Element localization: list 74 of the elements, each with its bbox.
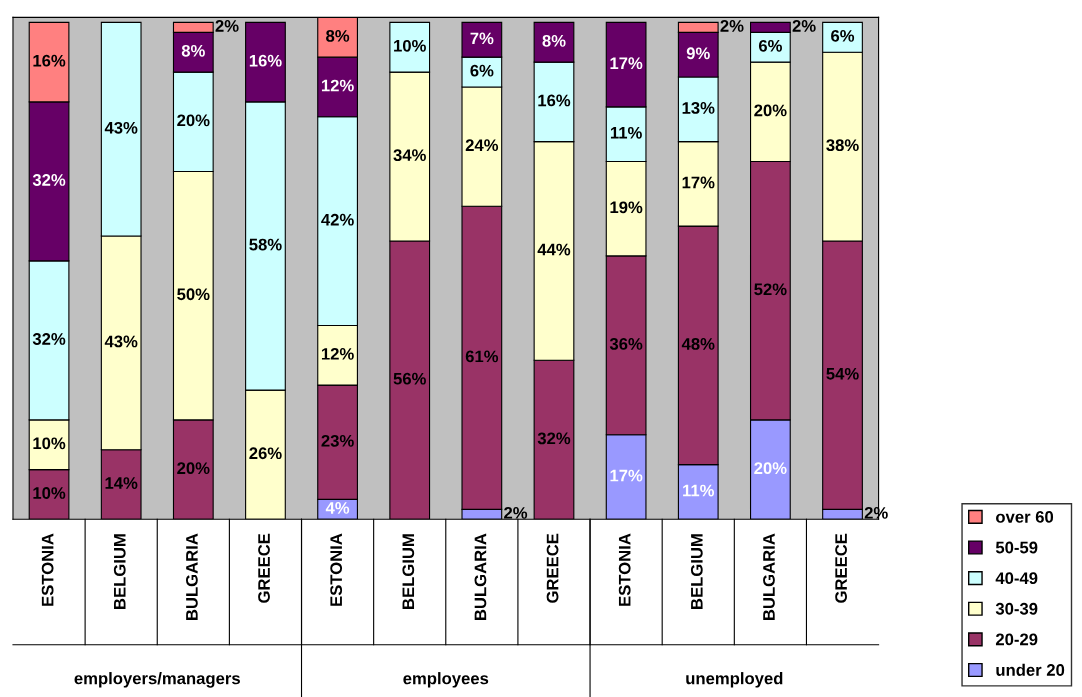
data-label: 24% — [465, 139, 499, 152]
data-label: 4% — [325, 502, 350, 514]
data-label: 20% — [177, 462, 210, 475]
data-label: 44% — [537, 243, 571, 256]
data-label: 43% — [104, 335, 138, 348]
data-label: 11% — [610, 126, 642, 139]
data-label: 12% — [321, 347, 354, 360]
legend-label: 30-39 — [995, 602, 1038, 615]
data-label: 8% — [326, 29, 350, 42]
data-label: 8% — [181, 44, 205, 57]
data-label: 10% — [394, 39, 426, 52]
data-label: 6% — [470, 64, 494, 77]
data-label: 54% — [826, 367, 859, 380]
data-label: 6% — [831, 29, 855, 42]
x-tick-label: BULGARIA — [474, 533, 487, 620]
data-label: 10% — [33, 437, 66, 450]
data-label: 17% — [682, 176, 715, 189]
legend-label: 50-59 — [995, 541, 1038, 554]
x-tick-label: BELGIUM — [402, 534, 415, 609]
data-label: 14% — [105, 477, 138, 489]
data-label: 16% — [538, 94, 571, 107]
data-label: 43% — [104, 121, 138, 134]
legend-label: 40-49 — [995, 572, 1038, 585]
text: unemployed — [686, 672, 783, 688]
data-label: 2% — [504, 506, 528, 519]
text: employees — [403, 672, 489, 688]
data-label: 56% — [393, 372, 426, 385]
data-label: 32% — [537, 432, 571, 445]
x-tick-label: ESTONIA — [41, 533, 54, 606]
x-tick-label: BELGIUM — [113, 534, 126, 609]
data-label: 52% — [754, 283, 787, 296]
data-label: 9% — [686, 47, 710, 60]
data-label: 8% — [542, 34, 566, 47]
data-label: 11% — [683, 484, 715, 497]
data-label: 10% — [33, 487, 66, 499]
data-label: 36% — [609, 338, 643, 350]
data-label: 26% — [249, 447, 282, 460]
legend-label: over 60 — [996, 510, 1054, 523]
x-tick-label: BULGARIA — [185, 533, 198, 620]
data-label: 6% — [758, 39, 782, 52]
x-tick-label: BELGIUM — [690, 534, 703, 609]
x-tick-label: GREECE — [258, 533, 270, 603]
data-label: 20% — [177, 114, 210, 127]
data-label: 19% — [610, 201, 643, 214]
data-label: 48% — [681, 338, 715, 350]
data-label: 32% — [32, 333, 66, 345]
data-label: 20% — [754, 462, 787, 475]
data-label: 16% — [249, 54, 282, 67]
legend-label: under 20 — [996, 663, 1065, 676]
data-label: 13% — [682, 102, 715, 114]
data-label: 16% — [33, 54, 66, 67]
data-label: 7% — [470, 32, 494, 45]
data-label: 50% — [177, 288, 210, 301]
data-label: 58% — [249, 238, 282, 251]
data-label: 2% — [792, 20, 816, 32]
data-label: 12% — [321, 79, 354, 92]
data-label: 20% — [754, 104, 787, 117]
x-tick-label: ESTONIA — [330, 533, 343, 606]
x-tick-label: BULGARIA — [763, 533, 775, 620]
data-label: 2% — [720, 20, 744, 32]
data-label: 17% — [610, 469, 643, 482]
text: employers/managers — [74, 672, 240, 688]
data-label: 17% — [610, 57, 643, 70]
data-label: 42% — [321, 213, 354, 226]
data-label: 34% — [393, 149, 426, 162]
data-label: 61% — [465, 350, 499, 363]
x-tick-label: ESTONIA — [618, 533, 631, 606]
data-label: 23% — [321, 434, 354, 447]
data-label: 2% — [215, 20, 239, 32]
data-label: 32% — [32, 174, 66, 186]
data-label: 38% — [826, 139, 859, 152]
x-tick-label: GREECE — [835, 533, 847, 603]
legend-label: 20-29 — [995, 633, 1038, 646]
x-tick-label: GREECE — [546, 533, 559, 603]
